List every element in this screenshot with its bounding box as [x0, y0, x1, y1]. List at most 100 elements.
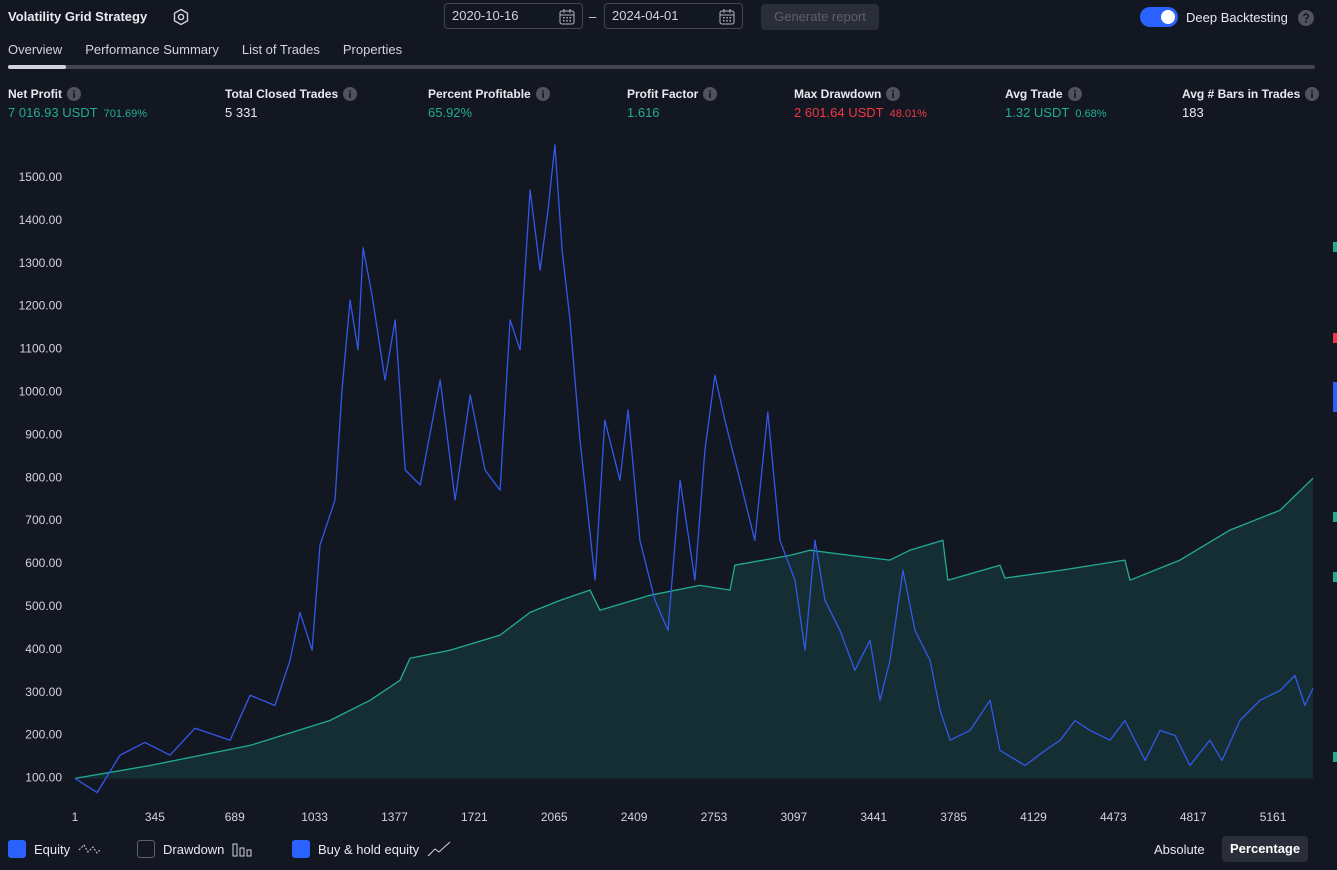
checkbox[interactable]: [8, 840, 26, 858]
y-tick-label: 1400.00: [19, 213, 63, 227]
info-dot: [709, 90, 712, 92]
drawdown-toggle[interactable]: Drawdown: [137, 840, 254, 858]
side-marker: [1333, 752, 1337, 762]
stat-value: 183: [1182, 105, 1204, 120]
stat-row: 1.616: [627, 105, 717, 120]
toggle-label: Drawdown: [163, 841, 225, 857]
side-marker: [1333, 333, 1337, 343]
y-tick-label: 1100.00: [20, 342, 63, 356]
calendar-icon[interactable]: [718, 8, 736, 26]
info-bar: [349, 92, 351, 98]
absolute-button[interactable]: Absolute: [1154, 842, 1205, 857]
info-dot: [892, 90, 895, 92]
stat-row: 5 331: [225, 105, 357, 120]
x-tick-label: 5161: [1260, 810, 1287, 824]
toggle-label: Buy & hold equity: [318, 841, 420, 857]
info-dot: [1311, 90, 1314, 92]
stat-row: 7 016.93 USDT 701.69%: [8, 105, 147, 120]
end-date-input[interactable]: 2024-04-01: [604, 3, 743, 29]
stat-value: 5 331: [225, 105, 258, 120]
stat-label: Avg Trade: [1005, 87, 1082, 101]
y-tick-label: 1000.00: [19, 385, 63, 399]
x-tick-label: 2753: [701, 810, 728, 824]
y-tick-label: 100.00: [25, 771, 62, 785]
stat-label-text: Avg # Bars in Trades: [1182, 87, 1301, 101]
stat-value: 7 016.93 USDT: [8, 105, 98, 120]
x-tick-label: 1377: [381, 810, 408, 824]
equity-toggle[interactable]: Equity: [8, 840, 102, 858]
toggle-label: Equity: [34, 841, 71, 857]
equity-icon: [78, 844, 102, 854]
info-icon: [67, 87, 81, 101]
stat-value: 2 601.64 USDT: [794, 105, 884, 120]
tab[interactable]: Performance Summary: [85, 42, 219, 57]
info-dot: [73, 90, 75, 92]
stat-label: Avg # Bars in Trades: [1182, 87, 1320, 101]
buy-hold-toggle[interactable]: Buy & hold equity: [292, 840, 451, 858]
x-tick-label: 3441: [860, 810, 887, 824]
stat-label-text: Net Profit: [8, 87, 62, 101]
stat-percent: 0.68%: [1075, 108, 1107, 120]
x-tick-label: 689: [225, 810, 245, 824]
stat-label-text: Max Drawdown: [794, 87, 882, 101]
settings-icon[interactable]: [172, 8, 190, 26]
info-bar: [541, 92, 544, 98]
stat: Net Profit 7 016.93 USDT 701.69%: [8, 87, 147, 120]
x-tick-label: 3785: [940, 810, 967, 824]
side-marker: [1333, 572, 1337, 582]
stat: Avg Trade 1.32 USDT 0.68%: [1005, 87, 1107, 120]
x-tick-label: 4129: [1020, 810, 1047, 824]
info-icon: [703, 87, 718, 101]
stat-label-text: Percent Profitable: [428, 87, 531, 101]
start-date: 2020-10-16: [452, 8, 519, 23]
start-date-input[interactable]: 2020-10-16: [444, 3, 583, 29]
help-icon[interactable]: [1298, 10, 1314, 26]
info-icon: [1305, 87, 1320, 101]
info-bar: [709, 92, 712, 98]
x-tick-label: 1: [72, 810, 79, 824]
tab-bar: Overview Performance Summary List of Trade…: [8, 42, 402, 65]
y-tick-label: 400.00: [25, 642, 62, 656]
info-icon: [535, 87, 550, 101]
stat-label-text: Avg Trade: [1005, 87, 1063, 101]
side-marker: [1333, 512, 1337, 522]
side-marker: [1333, 242, 1337, 252]
info-icon: [886, 87, 901, 101]
stat-label: Percent Profitable: [428, 87, 550, 101]
y-tick-label: 200.00: [25, 728, 62, 742]
y-tick-label: 1200.00: [19, 299, 63, 313]
x-tick-label: 1721: [461, 810, 488, 824]
y-tick-label: 900.00: [25, 427, 62, 441]
stat-value: 1.32 USDT: [1005, 105, 1070, 120]
tab[interactable]: Overview: [8, 42, 63, 57]
info-bar: [1073, 92, 1076, 98]
stat-percent: 48.01%: [889, 108, 927, 120]
stat-row: 1.32 USDT 0.68%: [1005, 105, 1107, 120]
tab[interactable]: List of Trades: [241, 42, 320, 57]
y-tick-label: 1300.00: [19, 256, 63, 270]
stat-value: 1.616: [627, 105, 660, 120]
y-tick-label: 800.00: [25, 470, 62, 484]
stat-row: 183: [1182, 105, 1319, 120]
info-bar: [73, 92, 75, 98]
generate-report-button[interactable]: Generate report: [761, 4, 879, 30]
stat: Avg # Bars in Trades 183: [1182, 87, 1320, 120]
stat-label: Net Profit: [8, 87, 81, 101]
tab-underline: [8, 65, 1315, 69]
series-line: [74, 477, 1314, 780]
x-tick-label: 3097: [780, 810, 807, 824]
checkbox[interactable]: [292, 840, 310, 858]
checkbox[interactable]: [137, 840, 155, 858]
deep-backtesting-toggle[interactable]: [1140, 7, 1178, 27]
y-tick-label: 500.00: [25, 599, 62, 613]
active-tab-indicator: [8, 65, 66, 69]
stat-label-text: Profit Factor: [627, 87, 699, 101]
stat-label: Max Drawdown: [794, 87, 901, 101]
x-tick-label: 4817: [1180, 810, 1207, 824]
calendar-icon[interactable]: [558, 8, 576, 26]
percentage-button[interactable]: Percentage: [1222, 836, 1309, 862]
x-tick-label: 1033: [301, 810, 328, 824]
tab[interactable]: Properties: [342, 42, 403, 57]
stat-row: 2 601.64 USDT 48.01%: [794, 105, 927, 120]
